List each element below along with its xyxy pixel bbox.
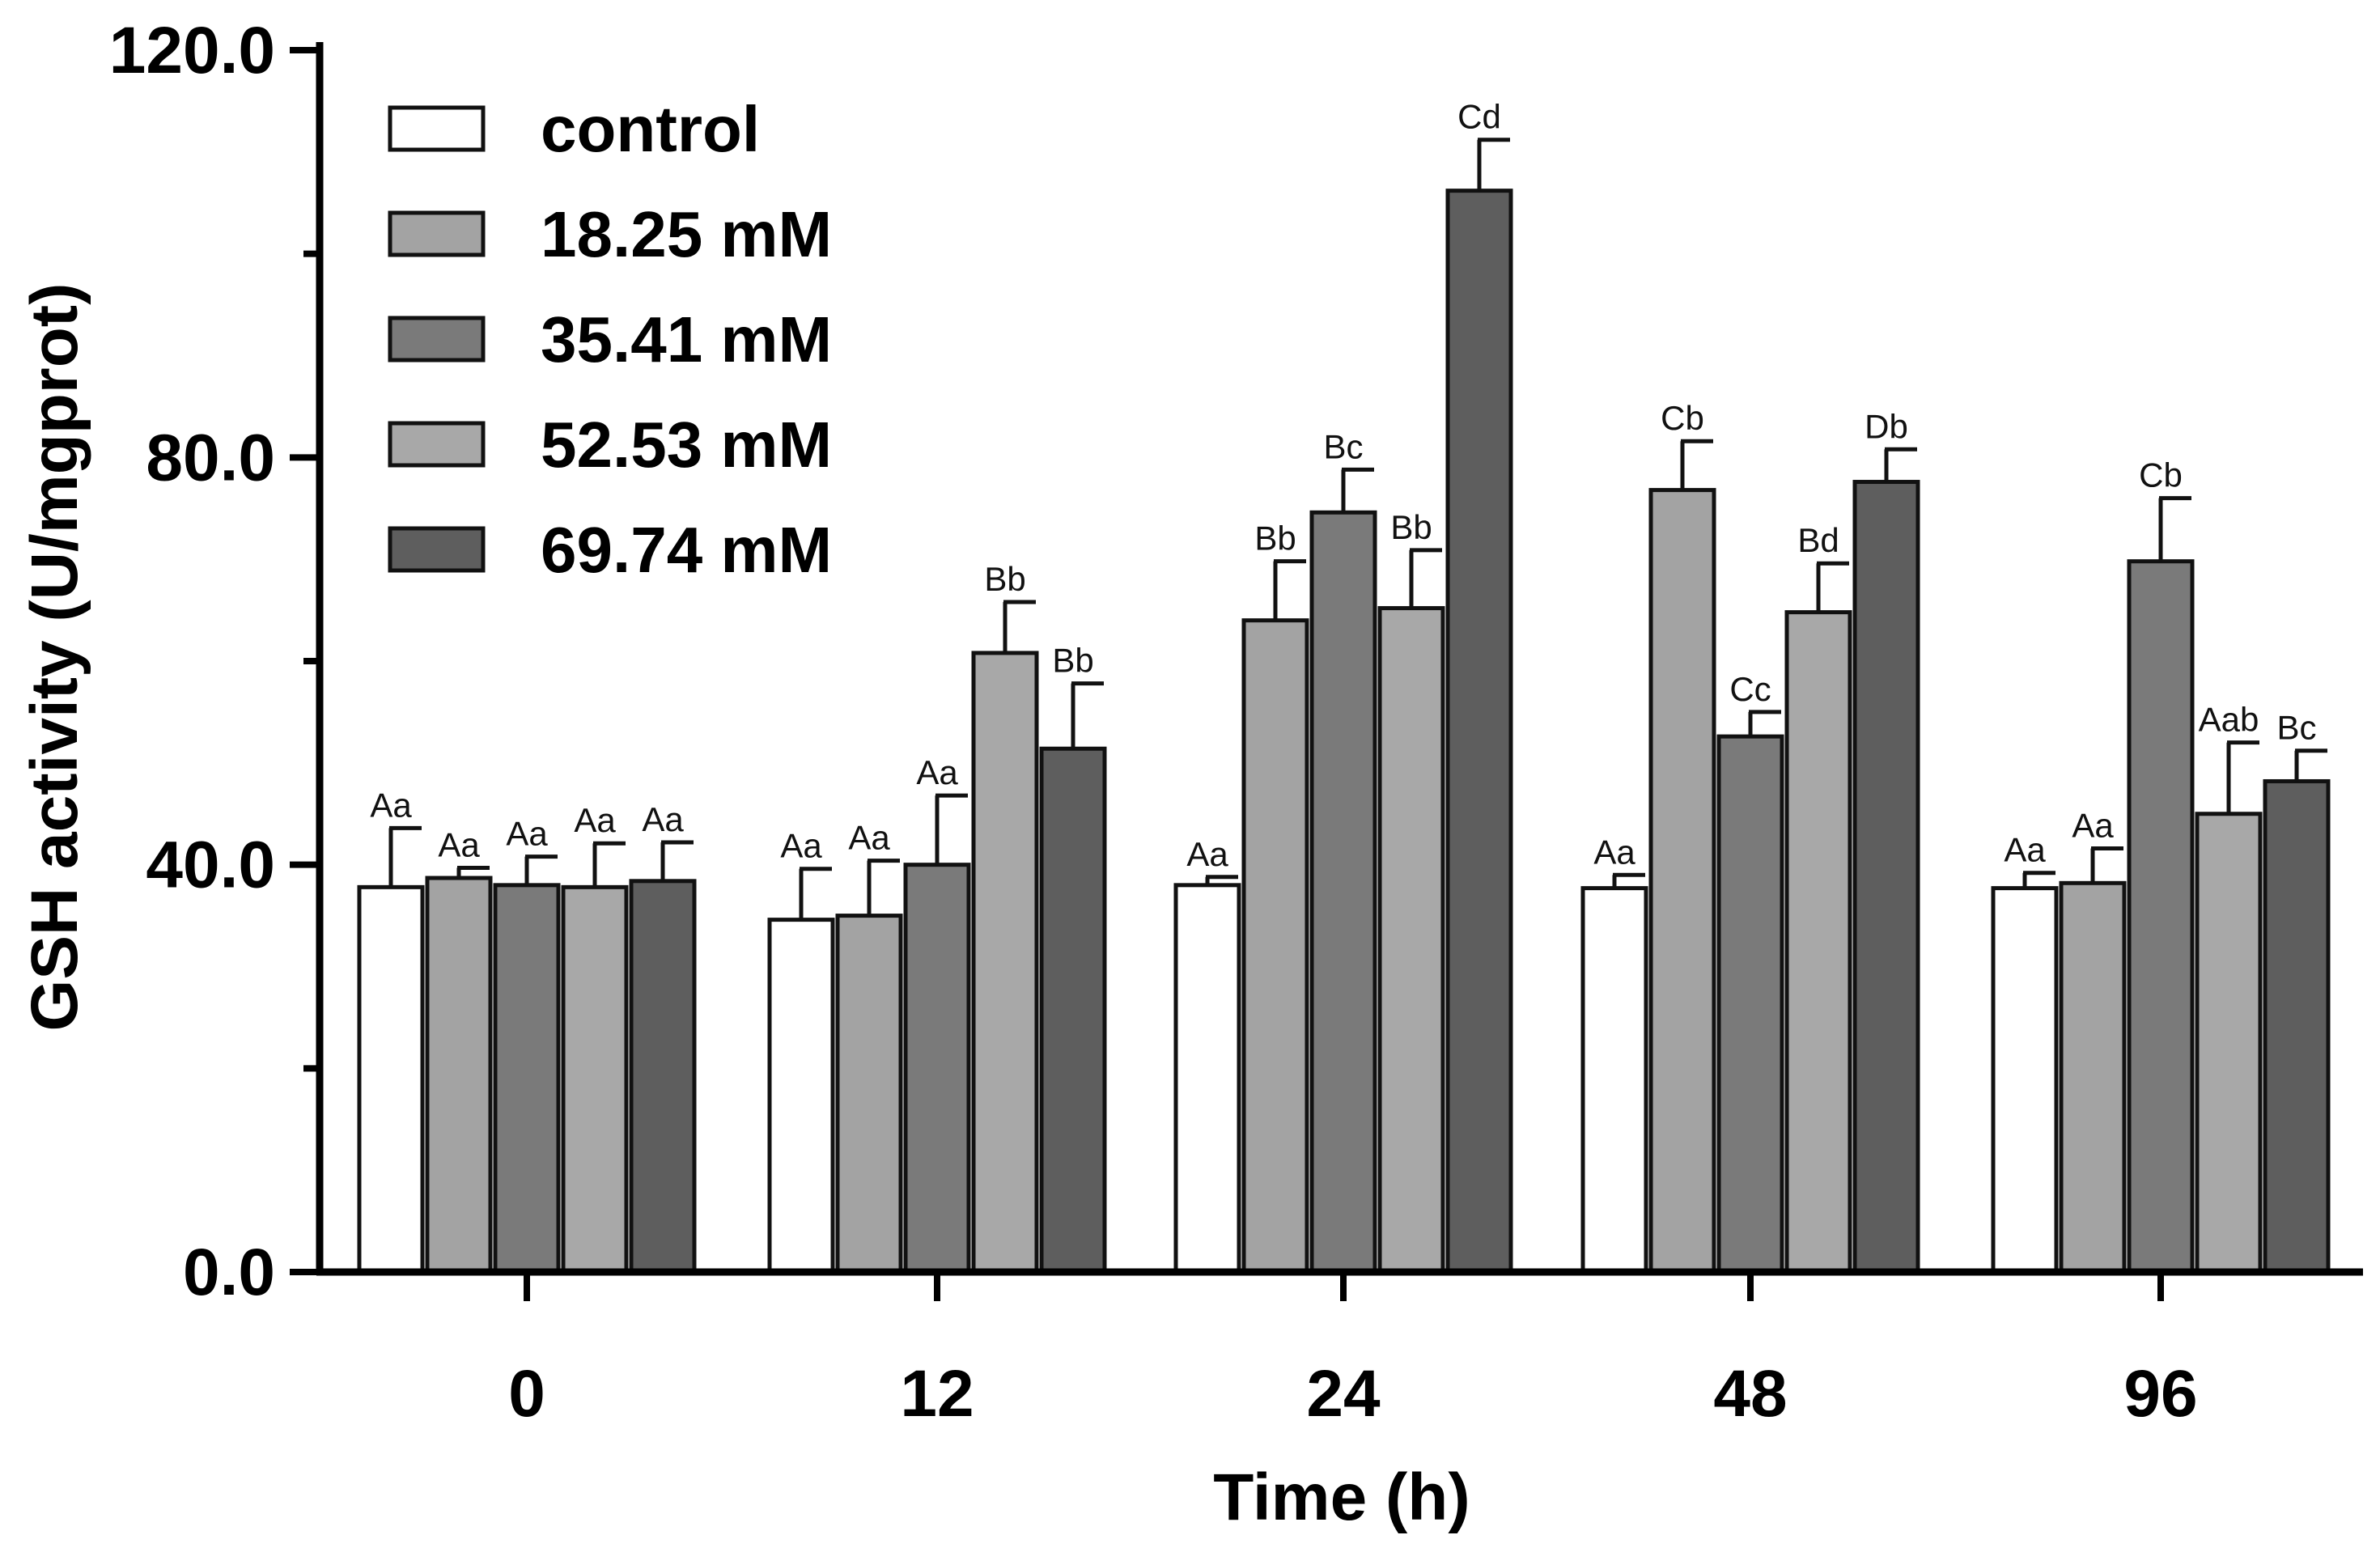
bar [1991, 886, 2059, 1274]
significance-label: Bb [1052, 642, 1093, 680]
significance-label: Aa [848, 819, 890, 857]
x-tick-label: 12 [900, 1357, 974, 1431]
significance-label: Aab [2199, 701, 2259, 739]
bar [1445, 189, 1513, 1274]
bar-group-24 [1173, 138, 1513, 1274]
bar [1309, 510, 1377, 1274]
legend-label: control [541, 93, 760, 165]
significance-label: Bd [1797, 521, 1839, 559]
bar [629, 879, 697, 1274]
bar [493, 883, 561, 1274]
significance-label: Aa [438, 825, 480, 863]
significance-label: Cc [1729, 670, 1771, 708]
bar [2263, 778, 2331, 1274]
bar-group-48 [1580, 439, 1920, 1274]
legend-swatch [388, 105, 486, 152]
bar [425, 876, 493, 1274]
significance-label: Aa [2072, 807, 2114, 845]
legend-swatch [388, 210, 486, 257]
bar-group-12 [767, 600, 1107, 1274]
significance-label: Bb [984, 560, 1025, 598]
bar [903, 863, 971, 1274]
bar [561, 884, 629, 1274]
x-tick-label: 24 [1306, 1357, 1381, 1431]
bar [1648, 488, 1716, 1274]
legend-swatch [388, 526, 486, 573]
significance-label: Cb [2139, 456, 2183, 494]
significance-label: Cd [1457, 98, 1501, 136]
significance-labels: Aa Aa Aa Aa Aa Aa Aa Aa Bb Bb Aa Bb Bc Bb Cd Aa Cb Cc Bd Db… [370, 98, 2316, 873]
x-tick-label: 48 [1713, 1357, 1787, 1431]
legend-swatch [388, 421, 486, 468]
y-axis-title: GSH activity (U/mgprot) [18, 283, 91, 1032]
significance-label: Aa [916, 753, 958, 791]
bar-group-0 [357, 825, 697, 1274]
bar [767, 918, 835, 1274]
bar [971, 651, 1039, 1274]
significance-label: Aa [370, 786, 412, 824]
significance-label: Aa [642, 800, 684, 838]
bars-layer [357, 138, 2331, 1274]
bar [2059, 880, 2127, 1274]
y-tick-label: 80.0 [146, 421, 275, 494]
significance-label: Aa [1593, 833, 1635, 871]
legend: control 18.25 mM 35.41 mM 52.53 mM 69.74 mM [388, 93, 832, 586]
x-axis: 0 12 24 48 96 [316, 1268, 2363, 1431]
bar [1039, 746, 1107, 1274]
x-axis-title: Time (h) [1213, 1461, 1470, 1534]
bar [1852, 480, 1920, 1274]
x-tick-label: 0 [508, 1357, 545, 1431]
bar [835, 914, 903, 1274]
significance-label: Aa [506, 815, 548, 853]
bar [1377, 606, 1445, 1274]
y-tick-label: 120.0 [109, 14, 275, 87]
bar [1580, 886, 1648, 1274]
bar [357, 884, 425, 1274]
legend-swatch [388, 316, 486, 363]
significance-label: Cb [1661, 399, 1704, 437]
y-axis: 0.0 40.0 80.0 120.0 [109, 14, 324, 1309]
bar [1784, 610, 1852, 1274]
bar [2127, 559, 2195, 1274]
significance-label: Aa [2004, 831, 2046, 869]
legend-label: 69.74 mM [541, 514, 832, 586]
y-tick-label: 0.0 [183, 1236, 275, 1309]
bar [2195, 812, 2263, 1274]
significance-label: Aa [1186, 835, 1228, 873]
y-tick-label: 40.0 [146, 829, 275, 902]
significance-label: Bb [1254, 519, 1296, 558]
significance-label: Aa [574, 801, 616, 839]
legend-label: 52.53 mM [541, 409, 832, 481]
bar-group-96 [1991, 496, 2331, 1274]
bar [1241, 618, 1309, 1274]
x-tick-label: 96 [2123, 1357, 2197, 1431]
bar [1173, 883, 1241, 1274]
significance-label: Db [1865, 407, 1908, 445]
significance-label: Bc [2276, 709, 2316, 747]
significance-label: Bc [1323, 427, 1363, 465]
legend-label: 18.25 mM [541, 198, 832, 270]
legend-label: 35.41 mM [541, 303, 832, 375]
bar [1716, 734, 1784, 1274]
significance-label: Bb [1390, 508, 1432, 546]
significance-label: Aa [780, 827, 822, 865]
